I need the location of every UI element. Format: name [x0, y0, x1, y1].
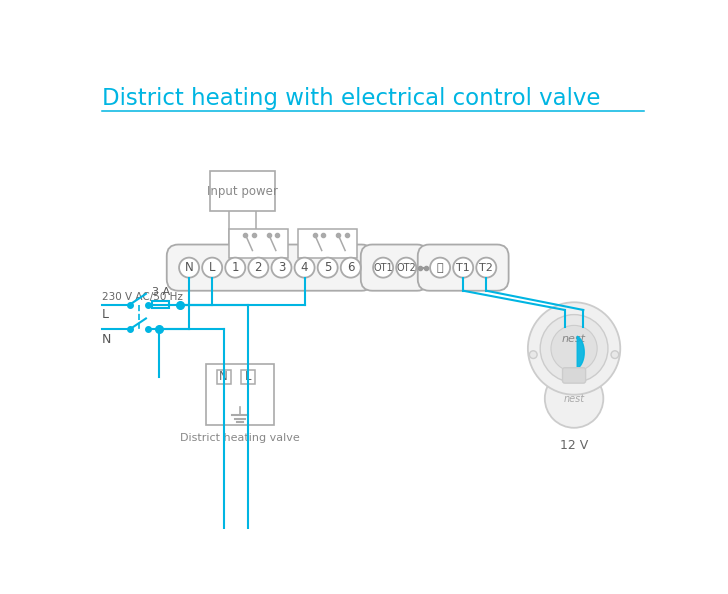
Circle shape [248, 258, 269, 277]
Circle shape [528, 302, 620, 394]
Bar [217, 370, 231, 384]
Text: T1: T1 [456, 263, 470, 273]
FancyBboxPatch shape [167, 245, 373, 290]
Circle shape [295, 258, 314, 277]
Circle shape [529, 351, 537, 359]
Circle shape [611, 351, 619, 359]
Text: District heating valve: District heating valve [180, 433, 300, 443]
Text: nest: nest [562, 334, 586, 345]
Polygon shape [577, 336, 585, 368]
Text: District heating with electrical control valve: District heating with electrical control… [102, 87, 601, 110]
Circle shape [272, 258, 291, 277]
Text: nest: nest [563, 394, 585, 403]
Text: Input power: Input power [207, 185, 278, 198]
Bar [210, 172, 275, 211]
Text: 12 V: 12 V [560, 438, 588, 451]
Bar [206, 364, 274, 425]
Text: 6: 6 [347, 261, 355, 274]
Circle shape [453, 258, 473, 277]
Circle shape [545, 369, 604, 428]
Text: 230 V AC/50 Hz: 230 V AC/50 Hz [102, 292, 183, 302]
Circle shape [476, 258, 496, 277]
FancyBboxPatch shape [361, 245, 429, 290]
Text: N: N [185, 261, 194, 274]
Text: L: L [102, 308, 109, 321]
FancyBboxPatch shape [563, 368, 585, 383]
Circle shape [179, 258, 199, 277]
Circle shape [341, 258, 361, 277]
Circle shape [373, 258, 393, 277]
Bar [298, 229, 357, 258]
Bar [242, 370, 256, 384]
Text: 1: 1 [232, 261, 239, 274]
Text: 5: 5 [324, 261, 331, 274]
Text: L: L [209, 261, 215, 274]
Text: T2: T2 [479, 263, 494, 273]
Text: 4: 4 [301, 261, 309, 274]
Bar [229, 229, 288, 258]
Text: ⏚: ⏚ [437, 263, 443, 273]
Circle shape [202, 258, 222, 277]
Circle shape [225, 258, 245, 277]
Circle shape [551, 326, 597, 372]
Text: OT1: OT1 [373, 263, 393, 273]
Text: L: L [245, 371, 252, 384]
Circle shape [430, 258, 450, 277]
Text: N: N [219, 371, 228, 384]
Circle shape [396, 258, 416, 277]
Text: 3 A: 3 A [151, 286, 170, 296]
Text: 3: 3 [278, 261, 285, 274]
Bar [152, 301, 169, 308]
Text: OT2: OT2 [396, 263, 416, 273]
FancyBboxPatch shape [418, 245, 509, 290]
Text: N: N [102, 333, 111, 346]
Text: 2: 2 [255, 261, 262, 274]
Circle shape [317, 258, 338, 277]
Circle shape [540, 315, 608, 383]
